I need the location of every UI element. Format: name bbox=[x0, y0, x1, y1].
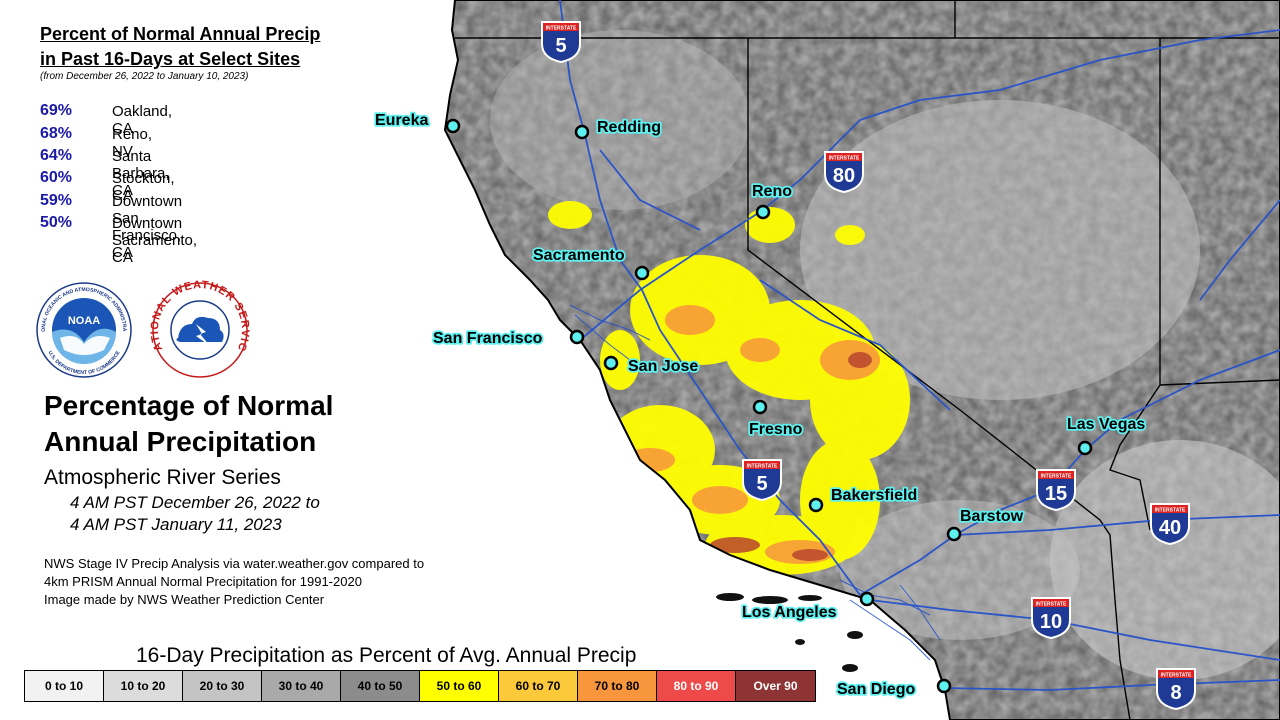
main-title-line1: Percentage of Normal bbox=[44, 390, 334, 421]
city-marker-san-diego bbox=[936, 678, 952, 694]
panel-title-line1: Percent of Normal Annual Precip bbox=[40, 24, 321, 44]
legend-bin: Over 90 bbox=[736, 671, 815, 701]
interstate-shield-5-north: INTERSTATE 5 bbox=[541, 21, 581, 64]
shield-label: INTERSTATE bbox=[829, 156, 860, 162]
shield-label: INTERSTATE bbox=[1041, 474, 1072, 480]
shield-label: INTERSTATE bbox=[1161, 673, 1192, 679]
site-percent: 50% bbox=[40, 214, 73, 231]
panel-subtitle: (from December 26, 2022 to January 10, 2… bbox=[40, 71, 249, 82]
city-label-eureka: Eureka bbox=[375, 112, 428, 129]
site-percent: 68% bbox=[40, 125, 73, 142]
city-markers bbox=[445, 118, 1093, 694]
city-label-bakersfield: Bakersfield bbox=[831, 487, 917, 504]
period-line2: 4 AM PST January 11, 2023 bbox=[70, 515, 282, 534]
channel-islands bbox=[716, 593, 863, 672]
shield-number: 8 bbox=[1170, 682, 1181, 704]
site-percent: 64% bbox=[40, 147, 73, 164]
site-name: Santa Barbara, CA bbox=[112, 148, 170, 199]
legend-bin: 50 to 60 bbox=[420, 671, 499, 701]
site-percent: 60% bbox=[40, 169, 73, 186]
site-name: Oakland, CA bbox=[112, 103, 173, 137]
interstate-shield-8: INTERSTATE 8 bbox=[1156, 668, 1196, 711]
legend-bin: 20 to 30 bbox=[183, 671, 262, 701]
nws-logo: NATIONAL WEATHER SERVICE bbox=[149, 279, 250, 378]
legend-bin: 10 to 20 bbox=[104, 671, 183, 701]
city-marker-sacramento bbox=[634, 265, 650, 281]
state-borders bbox=[455, 0, 1280, 720]
shield-number: 5 bbox=[756, 473, 767, 495]
city-label-san-jose: San Jose bbox=[628, 358, 698, 375]
city-marker-san-francisco bbox=[569, 329, 585, 345]
period-line1: 4 AM PST December 26, 2022 to bbox=[70, 493, 320, 512]
shield-label: INTERSTATE bbox=[1155, 508, 1186, 514]
city-label-fresno: Fresno bbox=[749, 421, 803, 438]
shield-number: 40 bbox=[1159, 517, 1181, 539]
city-marker-fresno bbox=[752, 399, 768, 415]
city-label-reno: Reno bbox=[752, 183, 792, 200]
interstate-shield-80: INTERSTATE 80 bbox=[824, 151, 864, 194]
shield-label: INTERSTATE bbox=[546, 26, 577, 32]
interstate-shield-5-south: INTERSTATE 5 bbox=[742, 459, 782, 502]
legend-bin: 30 to 40 bbox=[262, 671, 341, 701]
city-labels: Eureka Redding Reno Sacramento San Franc… bbox=[373, 110, 1147, 700]
city-label-sacramento: Sacramento bbox=[533, 247, 625, 264]
noaa-logo: NATIONAL OCEANIC AND ATMOSPHERIC ADMINIS… bbox=[36, 282, 132, 378]
urban-road-grid bbox=[569, 304, 941, 661]
shield-number: 80 bbox=[833, 165, 855, 187]
legend-bin: 0 to 10 bbox=[25, 671, 104, 701]
city-marker-bakersfield bbox=[808, 497, 824, 513]
legend: 0 to 10 10 to 20 20 to 30 30 to 40 40 to 50 5… bbox=[24, 670, 816, 702]
site-name: Stockton, CA bbox=[112, 170, 175, 204]
noaa-label: NOAA bbox=[68, 315, 100, 327]
city-label-redding: Redding bbox=[597, 119, 661, 136]
source-note-line2: 4km PRISM Annual Normal Precipitation fo… bbox=[44, 574, 362, 589]
city-label-las-vegas: Las Vegas bbox=[1067, 416, 1145, 433]
shield-number: 10 bbox=[1040, 611, 1062, 633]
interstate-shield-40: INTERSTATE 40 bbox=[1150, 503, 1190, 546]
city-marker-barstow bbox=[946, 526, 962, 542]
interstate-shield-15: INTERSTATE 15 bbox=[1036, 469, 1076, 512]
shield-label: INTERSTATE bbox=[747, 464, 778, 470]
site-percent: 59% bbox=[40, 192, 73, 209]
source-note-line1: NWS Stage IV Precip Analysis via water.w… bbox=[44, 556, 425, 571]
city-marker-las-vegas bbox=[1077, 440, 1093, 456]
city-marker-los-angeles bbox=[859, 591, 875, 607]
city-label-san-francisco: San Francisco bbox=[433, 330, 543, 347]
interstate-shield-10: INTERSTATE 10 bbox=[1031, 597, 1071, 640]
city-label-barstow: Barstow bbox=[960, 508, 1024, 525]
shield-number: 15 bbox=[1045, 483, 1067, 505]
legend-bin: 60 to 70 bbox=[499, 671, 578, 701]
city-marker-redding bbox=[574, 124, 590, 140]
site-name: Reno, NV bbox=[112, 126, 153, 160]
city-marker-reno bbox=[755, 204, 771, 220]
main-title-line2: Annual Precipitation bbox=[44, 426, 317, 457]
legend-bin: 40 to 50 bbox=[341, 671, 420, 701]
panel-title-line2: in Past 16-Days at Select Sites bbox=[40, 49, 301, 69]
source-note-line3: Image made by NWS Weather Prediction Cen… bbox=[44, 592, 325, 607]
city-label-san-diego: San Diego bbox=[837, 681, 915, 698]
site-name: Downtown San Francisco, CA bbox=[112, 193, 183, 261]
site-percent: 69% bbox=[40, 102, 73, 119]
shield-label: INTERSTATE bbox=[1036, 602, 1067, 608]
legend-title: 16-Day Precipitation as Percent of Avg. … bbox=[136, 644, 637, 667]
city-label-los-angeles: Los Angeles bbox=[742, 604, 837, 621]
legend-bin: 70 to 80 bbox=[578, 671, 657, 701]
site-name: Downtown Sacramento, CA bbox=[112, 215, 198, 266]
series-name: Atmospheric River Series bbox=[44, 466, 281, 489]
shield-number: 5 bbox=[555, 35, 566, 57]
city-marker-eureka bbox=[445, 118, 461, 134]
legend-bin: 80 to 90 bbox=[657, 671, 736, 701]
city-marker-san-jose bbox=[603, 355, 619, 371]
